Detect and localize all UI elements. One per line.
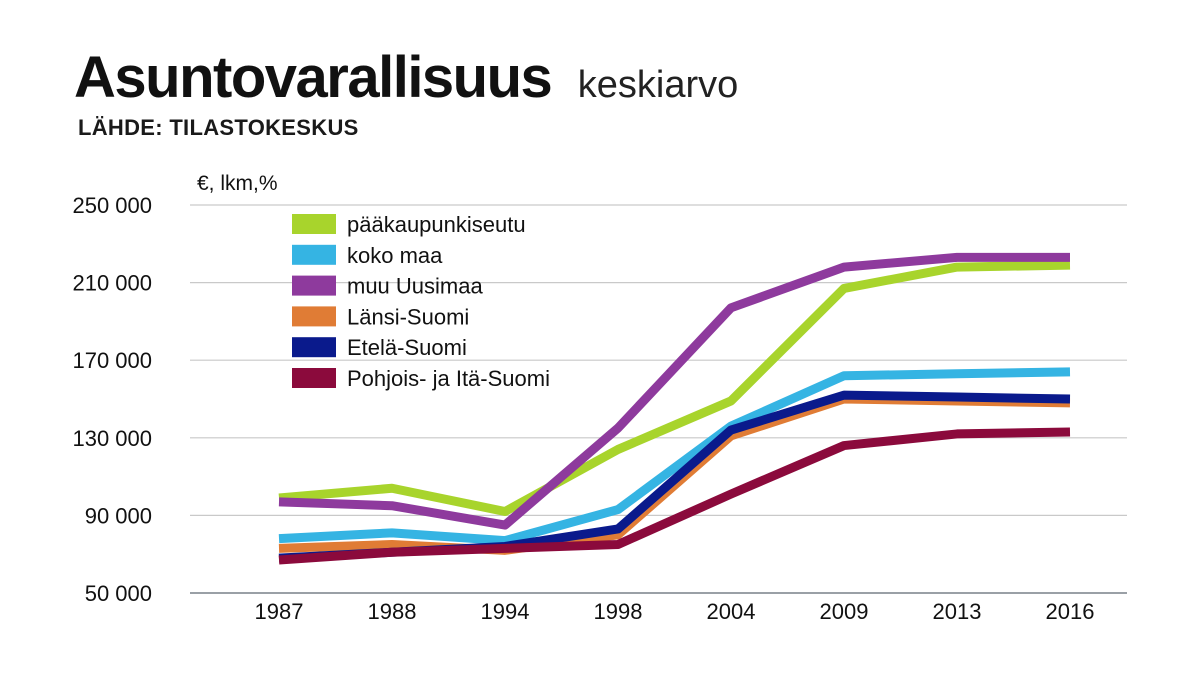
y-tick-label: 210 000 — [72, 271, 152, 296]
x-tick-label: 2016 — [1046, 599, 1095, 624]
y-unit-label: €, lkm,% — [197, 172, 278, 195]
y-tick-label: 90 000 — [85, 503, 152, 528]
x-tick-label: 2004 — [707, 599, 756, 624]
y-tick-label: 50 000 — [85, 581, 152, 606]
series-line-5 — [278, 427, 1071, 565]
legend-swatch — [292, 337, 336, 358]
y-tick-label: 250 000 — [72, 193, 152, 218]
x-tick-label: 2009 — [820, 599, 869, 624]
x-tick-label: 1994 — [481, 599, 530, 624]
x-tick-label: 1987 — [255, 599, 304, 624]
x-tick-label: 1998 — [594, 599, 643, 624]
chart-subtitle: keskiarvo — [577, 64, 739, 106]
legend-label: Pohjois- ja Itä-Suomi — [347, 366, 550, 391]
y-tick-label: 130 000 — [72, 426, 152, 451]
x-tick-label: 1988 — [368, 599, 417, 624]
y-tick-label: 170 000 — [72, 348, 152, 373]
legend-label: muu Uusimaa — [347, 274, 483, 299]
legend-swatch — [292, 214, 336, 234]
legend-label: Länsi-Suomi — [347, 304, 469, 329]
source-label: LÄHDE: TILASTOKESKUS — [78, 115, 359, 140]
legend-swatch — [292, 275, 336, 296]
legend-label: Etelä-Suomi — [347, 335, 467, 360]
series-line-2 — [278, 252, 1070, 530]
series-line-0 — [278, 260, 1071, 517]
legend-swatch — [292, 244, 336, 265]
legend-label: pääkaupunkiseutu — [347, 212, 526, 237]
title-row: Asuntovarallisuus keskiarvo — [74, 44, 738, 111]
legend-label: koko maa — [347, 243, 443, 268]
series-line-1 — [278, 367, 1071, 546]
x-tick-label: 2013 — [933, 599, 982, 624]
legend-swatch — [292, 368, 336, 388]
legend-swatch — [292, 306, 336, 327]
chart-title: Asuntovarallisuus — [74, 45, 553, 110]
